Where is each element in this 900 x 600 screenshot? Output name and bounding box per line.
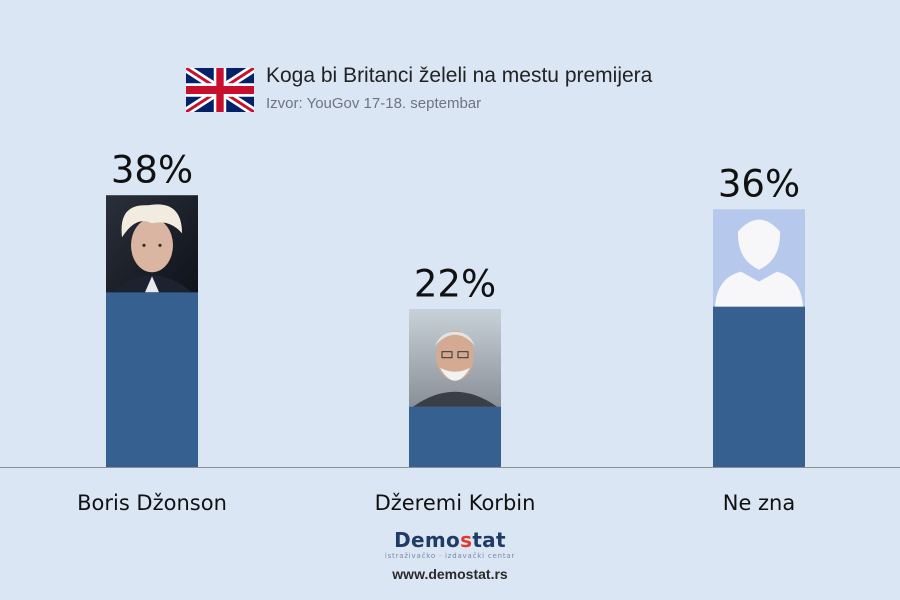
bar-group: 36% Ne zna xyxy=(713,163,805,515)
brand-main: Demo xyxy=(394,528,461,552)
chart-title: Koga bi Britanci želeli na mestu premije… xyxy=(266,64,653,87)
brand-rest: tat xyxy=(472,528,506,552)
brand-tagline: istraživačko · izdavački centar xyxy=(384,552,516,560)
bar-group: 22% Džeremi Korbin xyxy=(375,263,536,515)
bar-group: 38% Boris Džonson xyxy=(77,148,227,515)
category-label: Ne zna xyxy=(723,491,796,515)
data-label: 36% xyxy=(718,163,800,206)
demostat-logo: Demostat xyxy=(0,528,900,552)
boris-johnson-photo xyxy=(106,195,198,293)
union-jack-flag-icon xyxy=(186,68,254,112)
chart-header: Koga bi Britanci želeli na mestu premije… xyxy=(186,64,786,120)
unknown-person-silhouette-icon xyxy=(713,209,805,307)
category-label: Boris Džonson xyxy=(77,491,227,515)
data-label: 38% xyxy=(111,148,193,191)
chart-subtitle: Izvor: YouGov 17-18. septembar xyxy=(266,95,482,112)
data-label: 22% xyxy=(414,263,496,306)
category-label: Džeremi Korbin xyxy=(375,491,536,515)
brand-accent: s xyxy=(460,528,473,552)
website-url: www.demostat.rs xyxy=(392,566,508,582)
jeremy-corbyn-photo xyxy=(409,309,501,407)
